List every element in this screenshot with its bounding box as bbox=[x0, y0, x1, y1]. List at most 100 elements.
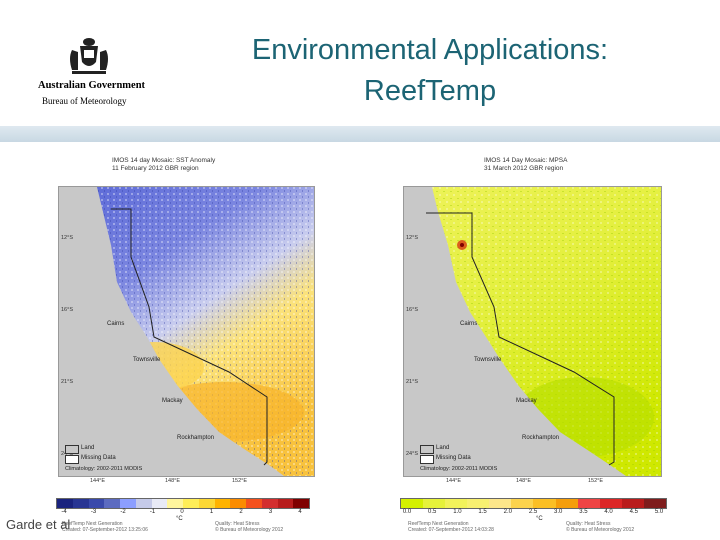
colorbar-unit: °C bbox=[176, 516, 183, 522]
sst-anomaly-map: 12°S 16°S 21°S 24°S Cairns Townsville Ma… bbox=[58, 186, 315, 477]
colorbar-tick-label: 0 bbox=[180, 509, 184, 515]
footer-line: © Bureau of Meteorology 2012 bbox=[566, 527, 635, 533]
colorbar-tick-label: 3 bbox=[268, 509, 273, 515]
colorbar-segment bbox=[214, 499, 231, 508]
bom-logo: Australian Government Bureau of Meteorol… bbox=[34, 36, 146, 112]
colorbar-segment bbox=[57, 499, 73, 508]
org-name: Australian Government bbox=[38, 80, 146, 91]
map-footer-left: ReefTemp Next Generation Created: 07-Sep… bbox=[62, 521, 148, 533]
legend-land-label: Land bbox=[436, 445, 450, 451]
colorbar-segment bbox=[135, 499, 152, 508]
legend-land-label: Land bbox=[81, 445, 95, 451]
lat-label: 24°S bbox=[61, 451, 73, 457]
title-line-1: Environmental Applications: bbox=[251, 34, 609, 66]
lon-label: 144°E bbox=[446, 478, 462, 484]
slide-title: Environmental Applications: ReefTemp bbox=[200, 30, 660, 112]
legend-missing-swatch bbox=[65, 455, 79, 464]
place-label: Rockhampton bbox=[522, 435, 560, 441]
lat-label: 16°S bbox=[61, 307, 73, 313]
lat-label: 24°S bbox=[406, 451, 418, 457]
caption-line-2: 31 March 2012 GBR region bbox=[484, 165, 564, 172]
colorbar-tick-label: 5.0 bbox=[654, 509, 664, 515]
map-footer-right: Quality: Heat Stress © Bureau of Meteoro… bbox=[215, 521, 283, 533]
map-caption: IMOS 14 Day Mosaic: MPSA 31 March 2012 G… bbox=[484, 157, 567, 173]
lon-label: 152°E bbox=[588, 478, 604, 484]
colorbar-tick-label: -3 bbox=[90, 509, 97, 515]
map-footer-right: Quality: Heat Stress © Bureau of Meteoro… bbox=[566, 521, 634, 533]
attribution: Garde et al bbox=[6, 517, 71, 532]
colorbar-ticks: 0.0 0.5 1.0 1.5 2.0 2.5 3.0 3.5 4.0 4.5 5.0 bbox=[403, 509, 663, 517]
colorbar-segment bbox=[643, 499, 666, 508]
title-line-2: ReefTemp bbox=[363, 75, 497, 107]
footer-line: Quality: Heat Stress bbox=[566, 521, 611, 527]
footer-line: Created: 07-September-2012 14:03:28 bbox=[408, 527, 494, 533]
caption-line-2: 11 February 2012 GBR region bbox=[112, 165, 199, 172]
colorbar-tick-label: -2 bbox=[120, 509, 126, 515]
footer-line: Quality: Heat Stress bbox=[215, 521, 260, 527]
climatology-note: Climatology: 2002-2011 MODIS bbox=[65, 466, 143, 472]
colorbar-segment bbox=[277, 499, 294, 508]
colorbar bbox=[400, 498, 667, 509]
climatology-note: Climatology: 2002-2011 MODIS bbox=[420, 466, 498, 472]
colorbar-tick-label: 3.5 bbox=[579, 509, 588, 515]
colorbar-tick-label: 4 bbox=[298, 509, 302, 515]
colorbar-tick-label: 3.0 bbox=[554, 509, 563, 515]
caption-line-1: IMOS 14 Day Mosaic: MPSA bbox=[484, 157, 568, 164]
place-label: Cairns bbox=[107, 321, 125, 327]
colorbar-segment bbox=[467, 499, 490, 508]
colorbar-segment bbox=[72, 499, 89, 508]
lat-label: 16°S bbox=[406, 307, 418, 313]
colorbar-tick-label: 0.0 bbox=[402, 509, 412, 515]
colorbar-segment bbox=[104, 499, 120, 508]
map-caption: IMOS 14 day Mosaic: SST Anomaly 11 Febru… bbox=[112, 157, 215, 173]
colorbar-tick-label: 2 bbox=[239, 509, 243, 515]
colorbar-segment bbox=[246, 499, 262, 508]
colorbar-segment bbox=[230, 499, 246, 508]
lon-label: 144°E bbox=[90, 478, 106, 484]
colorbar-segment bbox=[577, 499, 600, 508]
colorbar-segment bbox=[621, 499, 644, 508]
place-label: Cairns bbox=[460, 321, 478, 327]
lon-label: 148°E bbox=[165, 478, 181, 484]
place-label: Rockhampton bbox=[177, 435, 215, 441]
footer-line: Created: 07-September-2012 13:25:06 bbox=[62, 527, 148, 533]
colorbar-segment bbox=[511, 499, 534, 508]
colorbar-segment bbox=[599, 499, 622, 508]
sst-anomaly-map-image bbox=[59, 187, 314, 476]
colorbar-segment bbox=[261, 499, 278, 508]
colorbar-tick-label: 0.5 bbox=[428, 509, 437, 515]
bureau-name: Bureau of Meteorology bbox=[42, 96, 127, 106]
colorbar-segment bbox=[183, 499, 199, 508]
header-band bbox=[0, 126, 720, 142]
colorbar-segment bbox=[198, 499, 215, 508]
caption-line-1: IMOS 14 day Mosaic: SST Anomaly bbox=[112, 157, 216, 164]
mpsa-map: 12°S 16°S 21°S 24°S Cairns Townsville Ma… bbox=[403, 186, 662, 477]
colorbar bbox=[56, 498, 310, 509]
colorbar-segment bbox=[120, 499, 136, 508]
colorbar-tick-label: 2.5 bbox=[528, 509, 538, 515]
colorbar-segment bbox=[489, 499, 512, 508]
legend-missing-label: Missing Data bbox=[81, 455, 116, 461]
legend-land-swatch bbox=[65, 445, 79, 454]
colorbar-tick-label: 1.0 bbox=[453, 509, 462, 515]
colorbar-tick-label: -1 bbox=[149, 509, 156, 515]
colorbar-segment bbox=[151, 499, 168, 508]
place-label: Townsville bbox=[474, 357, 502, 363]
colorbar-segment bbox=[167, 499, 183, 508]
colorbar-segment bbox=[293, 499, 309, 508]
colorbar-segment bbox=[88, 499, 105, 508]
colorbar-tick-label: 4.0 bbox=[604, 509, 613, 515]
colorbar-tick-label: -4 bbox=[61, 509, 67, 515]
colorbar-tick-label: 4.5 bbox=[629, 509, 638, 515]
coat-of-arms-icon bbox=[70, 38, 108, 74]
legend-missing-label: Missing Data bbox=[436, 455, 471, 461]
legend-missing-swatch bbox=[420, 455, 434, 464]
place-label: Mackay bbox=[516, 398, 537, 404]
colorbar-segment bbox=[423, 499, 446, 508]
lon-label: 152°E bbox=[232, 478, 248, 484]
lat-label: 12°S bbox=[61, 235, 73, 241]
colorbar-segment bbox=[533, 499, 556, 508]
colorbar-tick-label: 1.5 bbox=[478, 509, 487, 515]
lon-label: 148°E bbox=[516, 478, 532, 484]
colorbar-segment bbox=[445, 499, 468, 508]
